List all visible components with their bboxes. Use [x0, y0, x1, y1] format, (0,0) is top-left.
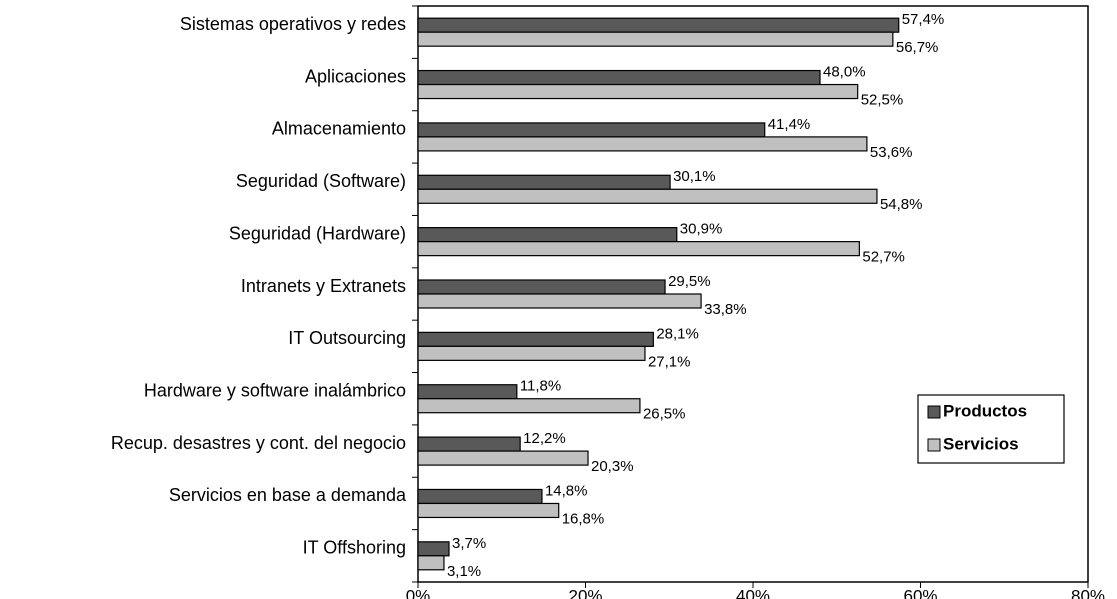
bar	[417, 541, 450, 557]
legend-swatch	[927, 438, 941, 452]
y-tick-label: Seguridad (Software)	[236, 171, 406, 191]
value-label: 54,8%	[880, 196, 923, 213]
value-label: 29,5%	[668, 273, 711, 290]
legend-label: Productos	[943, 401, 1027, 420]
value-label: 52,5%	[861, 92, 904, 109]
bar	[417, 17, 900, 33]
bar	[417, 83, 859, 100]
y-tick-label: Aplicaciones	[305, 66, 406, 86]
value-label: 3,7%	[452, 535, 486, 552]
x-tick-label: 60%	[903, 587, 937, 599]
value-label: 48,0%	[823, 64, 866, 81]
value-label: 20,3%	[591, 458, 634, 475]
value-label: 14,8%	[545, 482, 588, 499]
legend-swatch	[927, 405, 941, 419]
bar	[417, 136, 868, 152]
y-tick-label: Intranets y Extranets	[241, 276, 406, 296]
y-tick-label: Recup. desastres y cont. del negocio	[111, 433, 406, 453]
bar	[417, 555, 445, 571]
value-label: 26,5%	[643, 406, 686, 423]
bar	[417, 502, 560, 519]
value-label: 3,1%	[447, 563, 481, 580]
value-label: 11,8%	[520, 378, 561, 395]
y-tick-label: Almacenamiento	[272, 119, 406, 139]
legend-label: Servicios	[943, 434, 1019, 453]
value-label: 33,8%	[704, 301, 747, 318]
bar	[417, 436, 521, 452]
bar	[417, 174, 671, 190]
bar	[417, 345, 646, 361]
value-label: 56,7%	[896, 39, 939, 56]
y-tick-label: IT Outsourcing	[288, 328, 406, 348]
legend-box	[917, 394, 1065, 464]
x-tick-label: 20%	[568, 587, 602, 599]
x-tick-label: 0%	[406, 587, 431, 599]
value-label: 12,2%	[523, 430, 566, 447]
value-label: 52,7%	[862, 249, 905, 266]
value-label: 30,1%	[673, 168, 716, 185]
bar	[417, 227, 678, 243]
value-label: 16,8%	[562, 510, 605, 527]
bar	[417, 69, 821, 86]
value-label: 28,1%	[656, 325, 699, 342]
bar	[417, 488, 543, 505]
bar	[417, 384, 518, 400]
y-tick-label: Hardware y software inalámbrico	[144, 380, 406, 400]
bar	[417, 279, 666, 295]
value-label: 30,9%	[680, 221, 723, 238]
value-label: 41,4%	[768, 116, 811, 133]
y-tick-label: IT Offshoring	[303, 538, 406, 558]
value-label: 57,4%	[902, 11, 945, 28]
bar	[417, 241, 860, 257]
value-label: 27,1%	[648, 353, 691, 370]
y-tick-label: Seguridad (Hardware)	[229, 223, 406, 243]
bar	[417, 450, 589, 466]
bar	[417, 31, 894, 47]
bar	[417, 122, 766, 138]
y-tick-label: Servicios en base a demanda	[169, 485, 407, 505]
bar	[417, 188, 878, 204]
bar	[417, 293, 702, 309]
x-tick-label: 40%	[736, 587, 770, 599]
value-label: 53,6%	[870, 144, 913, 161]
x-tick-label: 80%	[1071, 587, 1105, 599]
bar	[417, 331, 654, 347]
y-tick-label: Sistemas operativos y redes	[180, 14, 406, 34]
bar	[417, 398, 641, 414]
